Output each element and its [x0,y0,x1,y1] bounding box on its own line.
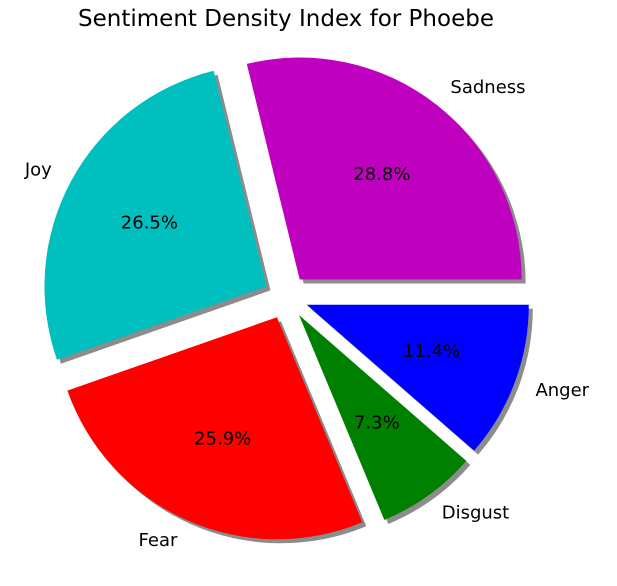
slice-label-sadness: Sadness [450,77,525,98]
slice-joy [44,70,267,360]
slices-group [44,57,529,540]
pct-label-joy: 26.5% [121,212,178,233]
pct-label-anger: 11.4% [403,341,460,362]
chart-title: Sentiment Density Index for Phoebe [78,6,494,32]
pct-label-fear: 25.9% [194,428,251,449]
slice-anger [306,304,529,451]
slice-disgust [298,315,467,520]
pct-label-sadness: 28.8% [353,164,410,185]
slice-label-fear: Fear [139,530,178,551]
slice-fear [67,317,363,540]
slice-label-joy: Joy [24,160,52,181]
slice-label-disgust: Disgust [442,503,510,524]
slice-label-anger: Anger [535,380,589,401]
pct-label-disgust: 7.3% [354,413,400,434]
slice-sadness [246,57,522,280]
labels-group: 28.8% Sadness 26.5% Joy 25.9% Fear 7.3% Disgust… [24,77,590,551]
